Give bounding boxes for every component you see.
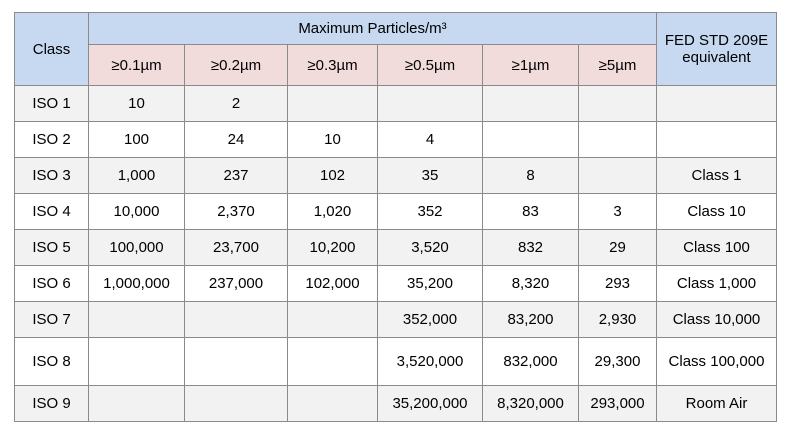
count-cell: 3,520,000 (377, 337, 483, 386)
count-cell: 35 (377, 157, 483, 194)
count-cell (287, 385, 378, 422)
count-cell: 102,000 (287, 265, 378, 302)
table-row: ISO 7 352,000 83,200 2,930 Class 10,000 (14, 301, 777, 338)
count-cell: 102 (287, 157, 378, 194)
size-header: ≥0.1µm (88, 44, 185, 86)
count-cell: 8,320 (482, 265, 579, 302)
fed-cell: Room Air (656, 385, 777, 422)
group-header: Maximum Particles/m³ (88, 12, 657, 45)
count-cell (88, 337, 185, 386)
count-cell: 1,000 (88, 157, 185, 194)
table-row: ISO 1 10 2 (14, 85, 777, 122)
count-cell: 8 (482, 157, 579, 194)
count-cell: 1,020 (287, 193, 378, 230)
count-cell: 352 (377, 193, 483, 230)
count-cell: 832,000 (482, 337, 579, 386)
table-row: ISO 2 100 24 10 4 (14, 121, 777, 158)
fed-cell: Class 100,000 (656, 337, 777, 386)
size-header: ≥0.2µm (184, 44, 288, 86)
count-cell: 1,000,000 (88, 265, 185, 302)
count-cell: 8,320,000 (482, 385, 579, 422)
class-cell: ISO 7 (14, 301, 89, 338)
table-row: ISO 5 100,000 23,700 10,200 3,520 832 29 Class … (14, 229, 777, 266)
count-cell: 100 (88, 121, 185, 158)
count-cell (287, 301, 378, 338)
class-cell: ISO 1 (14, 85, 89, 122)
count-cell (578, 157, 657, 194)
count-cell: 23,700 (184, 229, 288, 266)
count-cell: 293,000 (578, 385, 657, 422)
fed-cell: Class 10 (656, 193, 777, 230)
class-cell: ISO 2 (14, 121, 89, 158)
size-header: ≥1µm (482, 44, 579, 86)
count-cell (482, 85, 579, 122)
count-cell (377, 85, 483, 122)
count-cell (184, 301, 288, 338)
count-cell: 24 (184, 121, 288, 158)
count-cell: 10,200 (287, 229, 378, 266)
fed-cell: Class 1 (656, 157, 777, 194)
count-cell (578, 121, 657, 158)
fed-cell: Class 10,000 (656, 301, 777, 338)
count-cell: 83,200 (482, 301, 579, 338)
class-cell: ISO 6 (14, 265, 89, 302)
count-cell: 29 (578, 229, 657, 266)
count-cell: 3,520 (377, 229, 483, 266)
size-header: ≥5µm (578, 44, 657, 86)
table-row: ISO 6 1,000,000 237,000 102,000 35,200 8,320 2… (14, 265, 777, 302)
count-cell (184, 337, 288, 386)
count-cell (184, 385, 288, 422)
count-cell (88, 385, 185, 422)
fed-cell: Class 1,000 (656, 265, 777, 302)
class-cell: ISO 9 (14, 385, 89, 422)
iso-table: Class Maximum Particles/m³ FED STD 209E … (14, 12, 777, 422)
count-cell (287, 85, 378, 122)
count-cell: 10 (88, 85, 185, 122)
count-cell (287, 337, 378, 386)
class-cell: ISO 3 (14, 157, 89, 194)
count-cell: 35,200 (377, 265, 483, 302)
count-cell: 10,000 (88, 193, 185, 230)
count-cell: 35,200,000 (377, 385, 483, 422)
count-cell: 10 (287, 121, 378, 158)
class-cell: ISO 4 (14, 193, 89, 230)
count-cell: 100,000 (88, 229, 185, 266)
class-cell: ISO 8 (14, 337, 89, 386)
fed-cell (656, 121, 777, 158)
table-row: ISO 3 1,000 237 102 35 8 Class 1 (14, 157, 777, 194)
count-cell: 237 (184, 157, 288, 194)
class-cell: ISO 5 (14, 229, 89, 266)
count-cell: 832 (482, 229, 579, 266)
count-cell: 83 (482, 193, 579, 230)
count-cell (482, 121, 579, 158)
count-cell: 2,930 (578, 301, 657, 338)
count-cell: 237,000 (184, 265, 288, 302)
count-cell (578, 85, 657, 122)
fed-cell: Class 100 (656, 229, 777, 266)
fed-cell (656, 85, 777, 122)
table-row: ISO 8 3,520,000 832,000 29,300 Class 100,000 (14, 337, 777, 386)
count-cell: 2,370 (184, 193, 288, 230)
count-cell: 293 (578, 265, 657, 302)
class-header: Class (14, 12, 89, 86)
size-header: ≥0.3µm (287, 44, 378, 86)
count-cell: 3 (578, 193, 657, 230)
count-cell: 29,300 (578, 337, 657, 386)
count-cell: 2 (184, 85, 288, 122)
count-cell: 352,000 (377, 301, 483, 338)
count-cell: 4 (377, 121, 483, 158)
table-row: ISO 9 35,200,000 8,320,000 293,000 Room Air (14, 385, 777, 422)
table-row: ISO 4 10,000 2,370 1,020 352 83 3 Class 10 (14, 193, 777, 230)
count-cell (88, 301, 185, 338)
size-header: ≥0.5µm (377, 44, 483, 86)
fed-header: FED STD 209E equivalent (656, 12, 777, 86)
